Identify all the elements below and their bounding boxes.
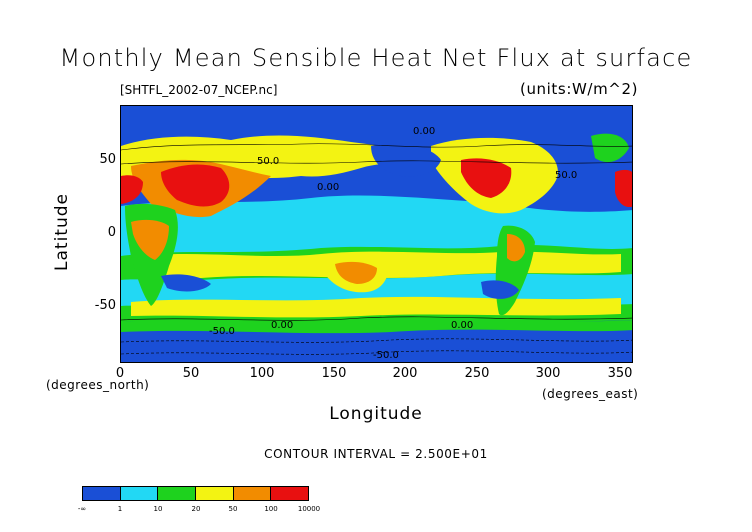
- flux-map-svg: 0.00 50.0 0.00 -50.0 0.00 50.0 0.00 -50.…: [121, 106, 632, 362]
- x-tick-150: 150: [321, 366, 347, 381]
- legend-swatch: [83, 487, 121, 500]
- legend-swatch: [158, 487, 197, 500]
- contour-label: 0.00: [271, 320, 293, 331]
- australia-interior: [335, 261, 377, 284]
- south-pacific-patch: [481, 280, 519, 299]
- x-tick-100: 100: [249, 366, 275, 381]
- legend-swatch: [120, 487, 159, 500]
- legend-tick: -∞: [77, 505, 87, 513]
- y-axis-label: Latitude: [52, 193, 72, 271]
- north-america-peak: [461, 158, 512, 198]
- contour-label: 0.00: [317, 182, 339, 193]
- legend-tick: 100: [264, 505, 278, 513]
- legend-swatch: [196, 487, 234, 500]
- flux-map: 0.00 50.0 0.00 -50.0 0.00 50.0 0.00 -50.…: [120, 105, 633, 363]
- map-title: Monthly Mean Sensible Heat Net Flux at s…: [59, 44, 693, 72]
- legend-tick: 10000: [297, 505, 321, 513]
- x-axis-label: Longitude: [329, 404, 423, 424]
- x-tick-0: 0: [115, 366, 125, 381]
- x-unit-left: (degrees_north): [46, 378, 150, 392]
- greenland-land: [591, 133, 629, 163]
- y-tick-0: 0: [107, 225, 116, 240]
- units-label: (units:W/m^2): [520, 80, 639, 98]
- x-unit-right: (degrees_east): [542, 387, 639, 401]
- x-tick-250: 250: [464, 366, 490, 381]
- y-tick-minus50: -50: [94, 298, 116, 313]
- south-indian-patch: [161, 274, 211, 292]
- contour-label: 0.00: [451, 320, 473, 331]
- file-name-label: [SHTFL_2002-07_NCEP.nc]: [120, 83, 278, 97]
- y-tick-50: 50: [99, 152, 116, 167]
- legend-tick: 50: [228, 505, 238, 513]
- central-asia-peak: [161, 164, 230, 207]
- x-tick-350: 350: [607, 366, 633, 381]
- zone-yellow-south: [131, 296, 621, 318]
- contour-label: 50.0: [555, 170, 577, 181]
- sahara-hot: [131, 219, 169, 260]
- south-america-hot: [507, 234, 525, 262]
- legend-tick: 1: [117, 505, 123, 513]
- contour-label: 50.0: [257, 156, 279, 167]
- west-asia-peak: [121, 175, 143, 204]
- x-tick-50: 50: [182, 366, 200, 381]
- contour-label: -50.0: [373, 350, 399, 361]
- legend-swatch: [233, 487, 272, 500]
- legend-tick: 10: [153, 505, 163, 513]
- contour-label: -50.0: [209, 326, 235, 337]
- contour-interval: CONTOUR INTERVAL = 2.500E+01: [264, 447, 488, 461]
- north-pacific-gyre: [371, 143, 441, 177]
- legend-swatch: [271, 487, 309, 500]
- color-legend: [82, 486, 309, 501]
- contour-lines: [121, 143, 632, 355]
- x-tick-300: 300: [535, 366, 561, 381]
- contour-label: 0.00: [413, 126, 435, 137]
- antarctic-coast: [121, 318, 632, 334]
- x-tick-200: 200: [392, 366, 418, 381]
- legend-tick: 20: [191, 505, 201, 513]
- europe-edge-peak: [615, 169, 632, 207]
